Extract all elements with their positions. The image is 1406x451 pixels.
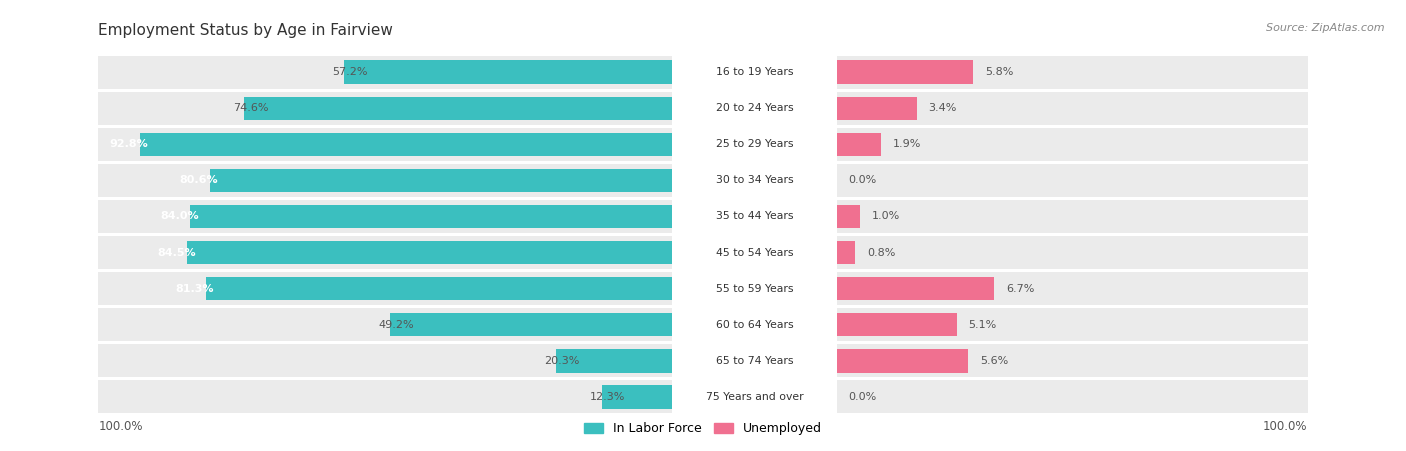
Bar <box>837 128 1308 161</box>
Bar <box>837 272 1308 305</box>
Bar <box>389 313 672 336</box>
Bar <box>837 308 1308 341</box>
Bar <box>98 308 672 341</box>
Text: 92.8%: 92.8% <box>110 139 148 149</box>
Text: 1.0%: 1.0% <box>872 212 900 221</box>
Text: 1.9%: 1.9% <box>893 139 921 149</box>
Bar <box>837 200 1308 233</box>
Text: 5.8%: 5.8% <box>986 67 1014 77</box>
Text: 75 Years and over: 75 Years and over <box>706 392 803 402</box>
Text: 0.0%: 0.0% <box>848 175 876 185</box>
Bar <box>837 236 1308 269</box>
FancyBboxPatch shape <box>669 131 839 157</box>
Bar <box>98 236 672 269</box>
Text: 57.2%: 57.2% <box>332 67 368 77</box>
Bar <box>98 55 672 89</box>
Bar <box>837 313 956 336</box>
FancyBboxPatch shape <box>669 59 839 85</box>
Bar <box>205 277 672 300</box>
Text: 30 to 34 Years: 30 to 34 Years <box>716 175 793 185</box>
Bar <box>190 205 672 228</box>
Text: Source: ZipAtlas.com: Source: ZipAtlas.com <box>1267 23 1385 32</box>
Text: 25 to 29 Years: 25 to 29 Years <box>716 139 793 149</box>
Text: Employment Status by Age in Fairview: Employment Status by Age in Fairview <box>98 23 394 37</box>
FancyBboxPatch shape <box>669 384 839 410</box>
Text: 80.6%: 80.6% <box>180 175 218 185</box>
Text: 6.7%: 6.7% <box>1007 284 1035 294</box>
FancyBboxPatch shape <box>669 95 839 121</box>
Text: 45 to 54 Years: 45 to 54 Years <box>716 248 793 258</box>
Text: 84.0%: 84.0% <box>160 212 198 221</box>
Text: 55 to 59 Years: 55 to 59 Years <box>716 284 793 294</box>
FancyBboxPatch shape <box>669 348 839 374</box>
Text: 16 to 19 Years: 16 to 19 Years <box>716 67 793 77</box>
Bar <box>98 164 672 197</box>
Bar <box>98 272 672 305</box>
Bar <box>344 60 672 84</box>
Bar <box>837 205 860 228</box>
Text: 3.4%: 3.4% <box>928 103 957 113</box>
Text: 0.0%: 0.0% <box>848 392 876 402</box>
Bar <box>837 344 1308 377</box>
Bar <box>837 97 917 120</box>
Bar <box>837 92 1308 125</box>
Bar <box>555 349 672 373</box>
FancyBboxPatch shape <box>669 203 839 230</box>
Text: 0.8%: 0.8% <box>868 248 896 258</box>
Bar <box>837 164 1308 197</box>
Legend: In Labor Force, Unemployed: In Labor Force, Unemployed <box>579 417 827 440</box>
Text: 65 to 74 Years: 65 to 74 Years <box>716 356 793 366</box>
FancyBboxPatch shape <box>669 276 839 302</box>
Text: 84.5%: 84.5% <box>157 248 195 258</box>
Bar <box>98 344 672 377</box>
Text: 74.6%: 74.6% <box>232 103 269 113</box>
FancyBboxPatch shape <box>669 167 839 193</box>
Bar <box>602 385 672 409</box>
Text: 20.3%: 20.3% <box>544 356 579 366</box>
Bar <box>837 349 969 373</box>
Bar <box>837 60 973 84</box>
FancyBboxPatch shape <box>669 239 839 266</box>
Bar <box>98 92 672 125</box>
Bar <box>139 133 672 156</box>
Bar <box>837 55 1308 89</box>
Text: 100.0%: 100.0% <box>98 420 143 433</box>
Text: 100.0%: 100.0% <box>1263 420 1308 433</box>
Bar <box>98 200 672 233</box>
Text: 5.6%: 5.6% <box>980 356 1008 366</box>
Text: 49.2%: 49.2% <box>378 320 413 330</box>
Bar <box>837 277 994 300</box>
Bar <box>209 169 672 192</box>
Text: 35 to 44 Years: 35 to 44 Years <box>716 212 793 221</box>
Bar <box>837 241 855 264</box>
Text: 60 to 64 Years: 60 to 64 Years <box>716 320 793 330</box>
Text: 81.3%: 81.3% <box>176 284 214 294</box>
Bar <box>245 97 672 120</box>
Bar <box>98 380 672 414</box>
Bar <box>187 241 672 264</box>
Bar <box>837 133 882 156</box>
FancyBboxPatch shape <box>669 312 839 338</box>
Text: 5.1%: 5.1% <box>969 320 997 330</box>
Bar <box>98 128 672 161</box>
Text: 20 to 24 Years: 20 to 24 Years <box>716 103 793 113</box>
Text: 12.3%: 12.3% <box>591 392 626 402</box>
Bar <box>837 380 1308 414</box>
